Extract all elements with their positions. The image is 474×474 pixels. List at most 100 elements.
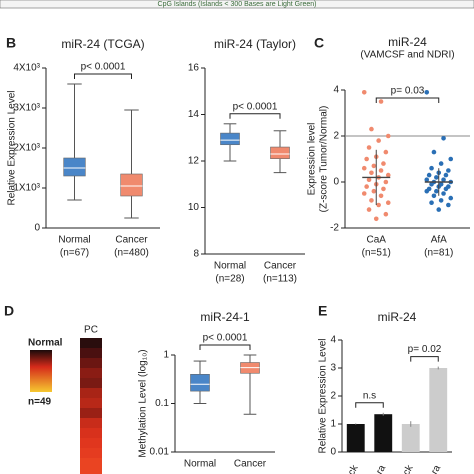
y-tick-label: 0.01 (150, 447, 170, 458)
chart-title: (VAMCSF and NDRI) (360, 50, 454, 61)
bar (429, 368, 448, 452)
dot (369, 170, 374, 176)
y-axis-label: Methylation Level (log₁₀) (138, 349, 149, 457)
chart-title: miR-24 (378, 310, 417, 324)
significance-label: p< 0.0001 (81, 62, 126, 73)
significance-bracket (199, 344, 251, 350)
dot (385, 200, 391, 205)
x-tick-note: (n=51) (362, 248, 391, 259)
dot (361, 90, 367, 95)
dot (378, 99, 384, 104)
y-tick-label: 0 (34, 223, 40, 234)
bar (374, 414, 393, 452)
y-axis-label: (Z-score Tumor/Normal) (319, 106, 330, 213)
x-tick-note: (n=67) (60, 248, 89, 259)
box (220, 132, 240, 146)
dot (383, 149, 389, 155)
dot (376, 202, 381, 208)
panel-letter: C (314, 35, 324, 51)
bar (346, 424, 365, 452)
significance-bracket (229, 113, 281, 119)
cpg-strip (0, 0, 474, 9)
heatmap (80, 338, 102, 474)
y-tick-label: 4 (333, 85, 339, 96)
x-tick-note: (n=480) (114, 248, 149, 259)
x-tick-label: ck (401, 462, 416, 474)
box (190, 374, 210, 392)
dot (369, 198, 374, 203)
x-tick-label: Cancer (115, 235, 148, 246)
dot (446, 168, 451, 173)
significance-bracket (375, 97, 440, 103)
dot (424, 188, 430, 194)
dot (366, 207, 372, 212)
chart-title: miR-24 (Taylor) (214, 37, 296, 51)
dot (378, 168, 384, 173)
x-tick-label: ra (429, 463, 443, 474)
x-tick-label: Normal (58, 235, 90, 246)
x-tick-label: Normal (184, 459, 216, 470)
chart-title: miR-24-1 (200, 310, 250, 324)
x-tick-label: ra (374, 463, 388, 474)
dot (371, 163, 377, 169)
dot (436, 207, 442, 212)
dot (385, 172, 391, 178)
dot (431, 193, 437, 199)
y-tick-label: 3X10³ (13, 103, 40, 114)
y-axis-label: Relative Expression Level (318, 338, 329, 453)
box (120, 173, 143, 197)
y-tick-label: 4X10³ (13, 63, 40, 74)
box (270, 146, 290, 159)
dot (431, 149, 437, 155)
y-tick-label: 4 (330, 335, 336, 346)
bar (401, 424, 420, 452)
y-axis-label: Expression level (307, 123, 318, 196)
dot (441, 191, 446, 196)
dot (364, 184, 369, 189)
dot (364, 156, 369, 162)
y-tick-label: 8 (193, 249, 199, 260)
panel-letter: E (318, 303, 327, 319)
y-axis-label: Relative Expression Level (7, 90, 18, 205)
dot (443, 186, 449, 192)
dot (429, 200, 434, 205)
dot (424, 90, 430, 95)
y-tick-label: 2 (333, 131, 339, 142)
dot (448, 195, 454, 201)
x-tick-label: Cancer (264, 261, 297, 272)
heatmap-n: n=49 (28, 397, 52, 408)
dot (376, 138, 381, 143)
y-tick-label: 0 (333, 177, 339, 188)
y-tick-label: 3 (330, 363, 336, 374)
y-tick-label: 10 (188, 202, 200, 213)
dot (371, 188, 377, 194)
panel-letter: D (4, 303, 14, 319)
dot (426, 172, 432, 178)
significance-label: p< 0.0001 (203, 333, 248, 344)
dot (429, 182, 434, 187)
y-tick-label: 0 (330, 447, 336, 458)
heatmap-column: PC (84, 325, 98, 336)
dot (429, 165, 434, 171)
significance-label: p< 0.0001 (233, 101, 278, 112)
dot (446, 202, 451, 208)
y-tick-label: 14 (188, 109, 200, 120)
dot (378, 193, 384, 199)
dot (373, 216, 379, 222)
chart-title: miR-24 (388, 35, 427, 49)
y-tick-label: 1 (330, 419, 336, 430)
x-tick-note: (n=113) (263, 274, 297, 285)
dot (443, 172, 449, 178)
dot (434, 188, 439, 194)
y-tick-label: 2 (330, 391, 336, 402)
significance-bracket (355, 402, 384, 408)
dot (424, 177, 430, 182)
dot (381, 161, 386, 166)
x-tick-label: Normal (214, 261, 246, 272)
significance-bracket (74, 73, 132, 79)
dot (366, 145, 372, 150)
dot (448, 156, 454, 162)
heatmap-gradient (30, 350, 52, 392)
x-tick-label: CaA (367, 235, 387, 246)
y-tick-label: 0.1 (155, 398, 169, 409)
